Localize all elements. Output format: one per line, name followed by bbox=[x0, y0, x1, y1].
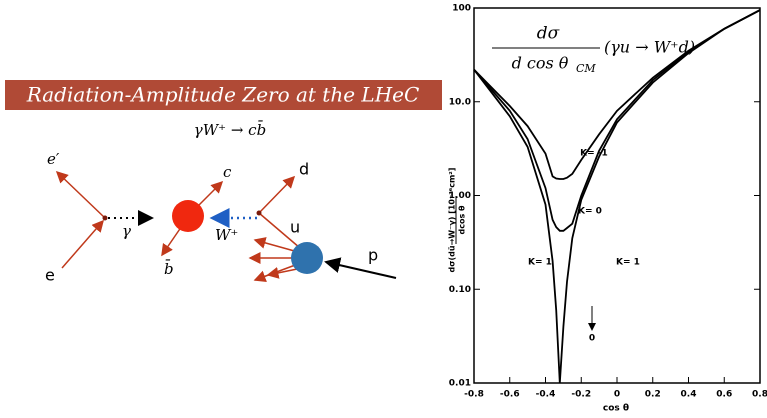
y-tick-label: 0.10 bbox=[449, 285, 471, 295]
remnant-line bbox=[253, 237, 299, 253]
label: e′ bbox=[47, 150, 60, 168]
x-tick-label: 0.2 bbox=[645, 390, 661, 400]
annotation: K= 1 bbox=[616, 258, 640, 268]
diagram-title: Radiation-Amplitude Zero at the LHeC bbox=[26, 83, 420, 107]
label: e bbox=[45, 266, 55, 285]
label: γ bbox=[122, 222, 131, 240]
curve bbox=[473, 9, 761, 232]
title-numerator: dσ bbox=[537, 24, 560, 44]
x-tick-label: 0.4 bbox=[681, 390, 697, 400]
label: u bbox=[290, 218, 300, 237]
y-axis-label: dσ(dū→W⁻γ) [10⁻³⁶cm²] bbox=[448, 168, 457, 273]
e-prime-line bbox=[55, 170, 106, 219]
x-tick-label: 0.8 bbox=[752, 390, 767, 400]
title-suffix: (γu → W⁺d) bbox=[604, 38, 695, 57]
series-label: K= 0 bbox=[578, 207, 602, 217]
process: γW⁺ → cb̄ bbox=[194, 121, 266, 139]
label: W⁺ bbox=[215, 226, 238, 244]
remnant-line bbox=[253, 263, 299, 282]
y-tick-label: 0.01 bbox=[449, 379, 471, 389]
label: d bbox=[299, 160, 309, 179]
proton-blob bbox=[291, 242, 323, 274]
label: b̄ bbox=[164, 260, 174, 278]
y-axis-label-denominator: dcos θ bbox=[458, 205, 467, 235]
x-axis-label: cos θ bbox=[603, 404, 629, 414]
hadron-blob bbox=[172, 200, 204, 232]
vertex bbox=[256, 210, 262, 216]
e-line bbox=[61, 219, 104, 269]
u-line bbox=[258, 212, 301, 249]
title-banner bbox=[5, 80, 442, 110]
series-label: K= -1 bbox=[580, 149, 608, 159]
series-label: K= 1 bbox=[528, 258, 552, 268]
label: p bbox=[368, 246, 378, 265]
proton-line bbox=[324, 257, 397, 279]
x-tick-label: 0.6 bbox=[716, 390, 732, 400]
curve bbox=[473, 9, 761, 384]
x-tick-label: -0.2 bbox=[571, 390, 591, 400]
vertex bbox=[102, 215, 108, 221]
x-tick-label: -0.4 bbox=[536, 390, 556, 400]
y-tick-label: 100 bbox=[452, 4, 471, 14]
x-tick-label: 0 bbox=[614, 390, 620, 400]
d-line bbox=[258, 175, 296, 214]
diagram: Radiation-Amplitude Zero at the LHeC γW⁺… bbox=[5, 80, 442, 285]
chart: dσ d cos θ CM (γu → W⁺d) cos θ dσ(dū→W⁻γ… bbox=[448, 4, 767, 414]
curve bbox=[473, 9, 761, 180]
y-tick-label: 1.00 bbox=[449, 191, 471, 201]
x-tick-label: -0.6 bbox=[500, 390, 520, 400]
title-subscript: CM bbox=[576, 62, 596, 75]
label: c bbox=[223, 163, 232, 181]
x-tick-label: -0.8 bbox=[464, 390, 484, 400]
y-tick-label: 10.0 bbox=[449, 97, 471, 107]
annotation: 0 bbox=[589, 334, 595, 344]
title-denominator: d cos θ bbox=[512, 54, 569, 73]
